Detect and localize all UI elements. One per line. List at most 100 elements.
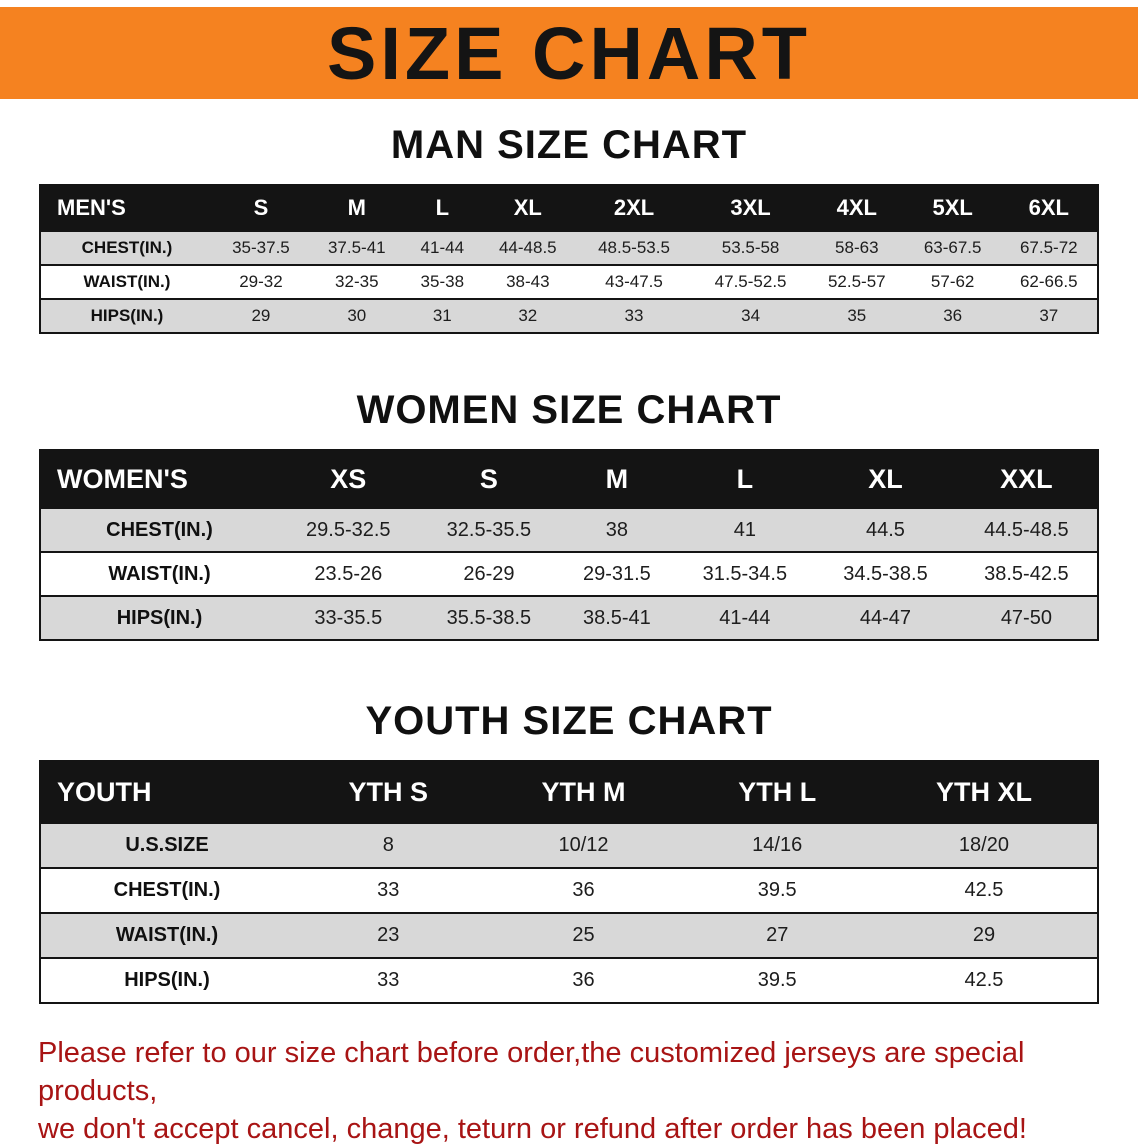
size-column-header: M <box>605 463 629 494</box>
size-value-cell: 39.5 <box>757 879 797 901</box>
size-value-cell: 34.5-38.5 <box>843 562 928 585</box>
size-value-cell: 10/12 <box>558 834 609 856</box>
row-label: HIPS(IN.) <box>116 606 203 629</box>
measurement-row: WAIST(IN.) 29-32 32-35 35-38 38-43 43-47.5 47.… <box>40 265 1098 299</box>
size-value-cell: 23 <box>377 924 400 946</box>
size-value-cell: 48.5-53.5 <box>598 238 670 257</box>
size-value-cell: 36 <box>572 879 595 901</box>
size-chart-page: SIZE CHART MAN SIZE CHART MEN'S S M L XL 2XL 3… <box>0 7 1138 1148</box>
size-value-cell: 42.5 <box>964 969 1004 991</box>
size-column-header: XL <box>868 463 903 494</box>
size-value-cell: 8 <box>382 834 394 856</box>
measurement-row: U.S.SIZE 8 10/12 14/16 18/20 <box>40 823 1098 868</box>
size-value-cell: 35 <box>847 306 867 325</box>
size-value-cell: 18/20 <box>958 834 1009 856</box>
size-column-header: XXL <box>1000 463 1053 494</box>
size-value-cell: 43-47.5 <box>605 272 663 291</box>
row-label: WAIST(IN.) <box>115 924 219 946</box>
size-value-cell: 41-44 <box>719 606 771 629</box>
size-column-header: YTH M <box>541 776 626 807</box>
size-value-cell: 37 <box>1039 306 1059 325</box>
row-label: CHEST(IN.) <box>113 879 221 901</box>
size-value-cell: 44.5 <box>866 518 905 541</box>
size-value-cell: 31.5-34.5 <box>702 562 788 585</box>
size-column-header: 5XL <box>932 195 973 220</box>
size-column-header: YTH XL <box>935 776 1032 807</box>
size-value-cell: 23.5-26 <box>314 562 383 585</box>
measurement-row: CHEST(IN.) 33 36 39.5 42.5 <box>40 868 1098 913</box>
size-value-cell: 37.5-41 <box>327 238 386 257</box>
size-value-cell: 26-29 <box>463 562 515 585</box>
measurement-row: CHEST(IN.) 29.5-32.5 32.5-35.5 38 41 44.5 44.5… <box>40 508 1098 552</box>
disclaimer-text: Please refer to our size chart before or… <box>38 1034 1110 1148</box>
row-label: HIPS(IN.) <box>124 969 210 991</box>
size-value-cell: 33 <box>377 879 400 901</box>
size-value-cell: 29-32 <box>239 272 283 291</box>
size-value-cell: 29-31.5 <box>582 562 651 585</box>
size-value-cell: 25 <box>572 924 595 946</box>
youth-size-table: YOUTH YTH S YTH M YTH L YTH XL U.S.SIZE 8 10/12… <box>39 760 1099 1004</box>
size-value-cell: 33 <box>624 306 644 325</box>
size-column-header: M <box>347 195 366 220</box>
size-column-header: 2XL <box>613 195 655 220</box>
size-value-cell: 44.5-48.5 <box>984 518 1069 541</box>
measurement-row: CHEST(IN.) 35-37.5 37.5-41 41-44 44-48.5 48.5… <box>40 231 1098 265</box>
size-value-cell: 38.5-42.5 <box>984 562 1069 585</box>
size-value-cell: 31 <box>432 306 452 325</box>
size-value-cell: 44-47 <box>859 606 912 629</box>
size-value-cell: 29.5-32.5 <box>306 518 391 541</box>
size-column-header: 3XL <box>730 195 771 220</box>
size-column-header: XS <box>330 463 367 494</box>
size-value-cell: 41-44 <box>420 238 465 257</box>
size-table-header-row: MEN'S S M L XL 2XL 3XL 4XL 5XL 6XL <box>40 185 1098 231</box>
size-column-header: L <box>435 195 450 220</box>
size-column-header: 4XL <box>836 195 877 220</box>
banner: SIZE CHART <box>0 7 1138 99</box>
row-label: CHEST(IN.) <box>106 518 213 541</box>
size-value-cell: 32-35 <box>335 272 379 291</box>
men-size-table: MEN'S S M L XL 2XL 3XL 4XL 5XL 6XL CHEST(IN.) 35-37… <box>39 184 1099 334</box>
measurement-row: HIPS(IN.) 33 36 39.5 42.5 <box>40 958 1098 1003</box>
size-table-header-row: WOMEN'S XS S M L XL XXL <box>40 450 1098 508</box>
size-column-header: S <box>253 195 269 220</box>
men-section-heading: MAN SIZE CHART <box>390 123 748 167</box>
table-title-cell: WOMEN'S <box>57 463 188 494</box>
size-value-cell: 38-43 <box>506 272 550 291</box>
banner-title: SIZE CHART <box>327 11 811 95</box>
measurement-row: WAIST(IN.) 23.5-26 26-29 29-31.5 31.5-34.5 34… <box>40 552 1098 596</box>
size-value-cell: 32.5-35.5 <box>446 518 532 541</box>
row-label: HIPS(IN.) <box>90 306 164 325</box>
size-value-cell: 29 <box>972 924 996 946</box>
size-value-cell: 38.5-41 <box>582 606 651 629</box>
size-column-header: XL <box>513 195 542 220</box>
size-value-cell: 27 <box>766 924 789 946</box>
size-value-cell: 36 <box>572 969 595 991</box>
size-value-cell: 14/16 <box>752 834 803 856</box>
row-label: U.S.SIZE <box>125 834 209 856</box>
size-value-cell: 35-38 <box>420 272 465 291</box>
size-value-cell: 35-37.5 <box>232 238 290 257</box>
row-label: WAIST(IN.) <box>83 272 171 291</box>
size-column-header: 6XL <box>1028 195 1069 220</box>
size-table-header-row: YOUTH YTH S YTH M YTH L YTH XL <box>40 761 1098 823</box>
size-value-cell: 29 <box>251 306 271 325</box>
table-title-cell: YOUTH <box>57 776 152 807</box>
table-title-cell: MEN'S <box>57 195 126 220</box>
row-label: CHEST(IN.) <box>81 238 173 257</box>
size-value-cell: 33 <box>377 969 400 991</box>
size-column-header: L <box>736 463 754 494</box>
size-value-cell: 34 <box>741 306 761 325</box>
size-value-cell: 32 <box>518 306 538 325</box>
measurement-row: HIPS(IN.) 29 30 31 32 33 34 35 36 37 <box>40 299 1098 333</box>
size-value-cell: 41 <box>733 518 756 541</box>
size-value-cell: 36 <box>943 306 963 325</box>
size-value-cell: 63-67.5 <box>923 238 982 257</box>
row-label: WAIST(IN.) <box>108 562 211 585</box>
size-value-cell: 57-62 <box>930 272 975 291</box>
size-value-cell: 62-66.5 <box>1019 272 1078 291</box>
youth-section-heading: YOUTH SIZE CHART <box>365 699 773 743</box>
size-value-cell: 47.5-52.5 <box>714 272 787 291</box>
size-value-cell: 33-35.5 <box>314 606 383 629</box>
women-section-heading: WOMEN SIZE CHART <box>356 388 782 432</box>
measurement-row: WAIST(IN.) 23 25 27 29 <box>40 913 1098 958</box>
